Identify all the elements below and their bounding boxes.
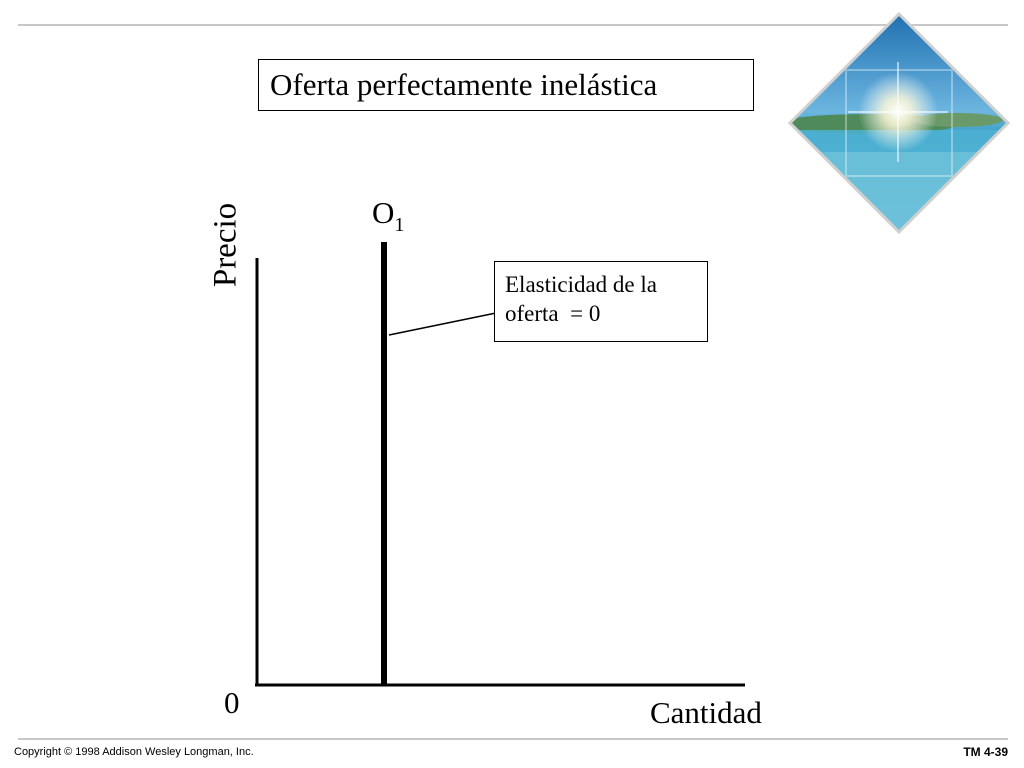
annotation-line-2: oferta = 0 xyxy=(505,301,601,326)
supply-curve-letter: O xyxy=(372,195,395,230)
annotation-leader-line xyxy=(388,312,497,336)
top-rule xyxy=(18,24,1008,26)
copyright-notice: Copyright © 1998 Addison Wesley Longman,… xyxy=(14,746,254,758)
bottom-rule xyxy=(18,738,1008,740)
x-axis-label: Cantidad xyxy=(650,695,762,730)
supply-curve-subscript: 1 xyxy=(394,214,405,236)
elasticity-annotation: Elasticidad de la oferta = 0 xyxy=(494,261,708,342)
annotation-line-1: Elasticidad de la xyxy=(505,272,657,297)
y-axis-label: Precio xyxy=(207,202,244,288)
tropical-island-image xyxy=(788,12,1010,234)
supply-curve-label: O1 xyxy=(372,195,404,236)
slide-title: Oferta perfectamente inelástica xyxy=(258,59,754,111)
slide-title-text: Oferta perfectamente inelástica xyxy=(270,67,658,102)
origin-label: 0 xyxy=(224,685,240,720)
slide-number: TM 4-39 xyxy=(963,745,1008,759)
